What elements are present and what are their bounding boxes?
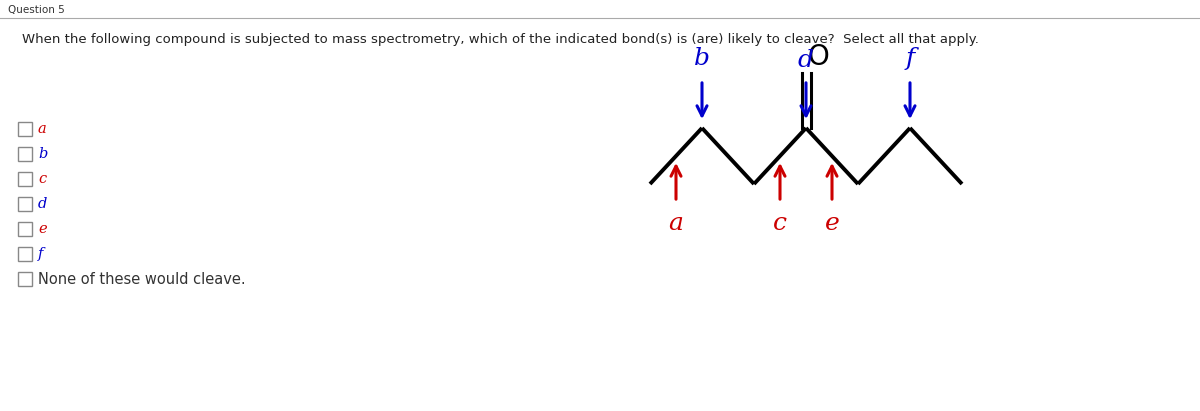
Bar (18, 122, 32, 136)
Text: d: d (798, 49, 814, 72)
Text: e: e (38, 222, 47, 236)
Bar (18, 172, 32, 186)
Text: c: c (38, 172, 47, 186)
Text: b: b (38, 147, 47, 161)
Bar (18, 197, 32, 211)
Text: f: f (38, 247, 43, 261)
Bar (18, 272, 32, 286)
Text: O: O (808, 43, 829, 71)
Text: c: c (773, 212, 787, 235)
Text: d: d (38, 197, 47, 211)
Text: e: e (824, 212, 839, 235)
Text: None of these would cleave.: None of these would cleave. (38, 272, 246, 286)
Text: f: f (905, 47, 914, 70)
Bar (18, 247, 32, 261)
Text: b: b (694, 47, 710, 70)
Text: a: a (38, 122, 47, 136)
Bar (18, 147, 32, 161)
Text: When the following compound is subjected to mass spectrometry, which of the indi: When the following compound is subjected… (22, 33, 979, 46)
Bar (18, 222, 32, 236)
Text: a: a (668, 212, 684, 235)
Text: Question 5: Question 5 (8, 5, 65, 15)
